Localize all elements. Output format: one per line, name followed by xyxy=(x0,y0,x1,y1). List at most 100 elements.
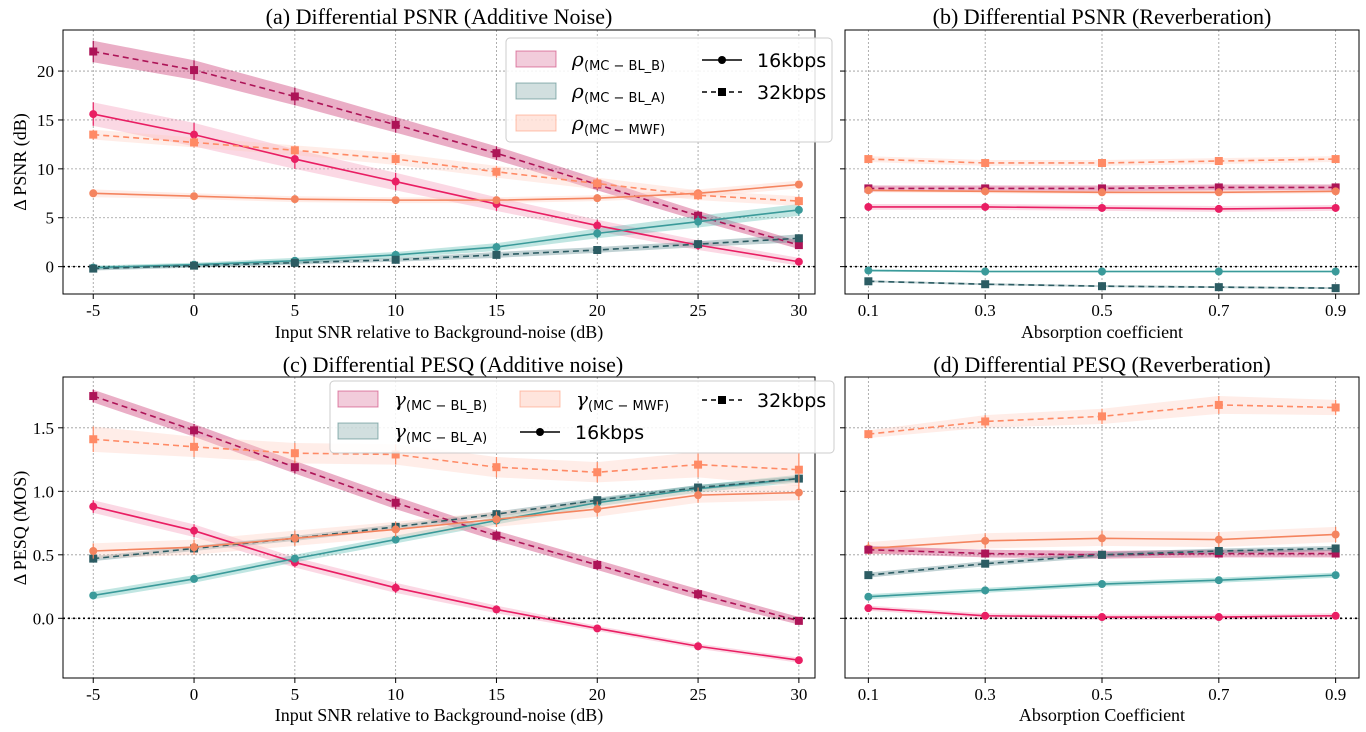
x-tick-label: 0.1 xyxy=(858,301,879,320)
point-marker xyxy=(492,250,501,259)
point-marker xyxy=(694,590,703,599)
legend-label: γ xyxy=(576,387,588,411)
series-line-MC-BL_A-16kbps xyxy=(93,477,799,597)
point-marker xyxy=(1214,546,1223,555)
point-marker xyxy=(190,261,199,270)
point-marker xyxy=(864,266,873,275)
panel-c-ylabel: Δ PESQ (MOS) xyxy=(10,471,31,586)
point-marker xyxy=(391,525,400,534)
point-marker xyxy=(1098,267,1106,276)
series-line-MC-BL_B-16kbps xyxy=(93,505,799,662)
series-line-MC-BL_A-32kbps xyxy=(93,237,799,270)
point-marker xyxy=(1214,157,1223,166)
point-marker xyxy=(1098,203,1106,212)
point-marker xyxy=(593,229,602,238)
legend-marker xyxy=(536,428,544,436)
point-marker xyxy=(864,186,873,195)
x-tick-label: 0.5 xyxy=(1091,301,1112,320)
legend-label-sub: (MC − BL_B) xyxy=(584,59,665,74)
point-marker xyxy=(290,258,299,267)
series-line-MC-MWF-16kbps xyxy=(93,491,799,552)
x-tick-label: 30 xyxy=(790,301,807,320)
point-marker xyxy=(794,180,803,189)
legend-marker xyxy=(718,396,726,404)
point-marker xyxy=(89,47,98,56)
point-marker xyxy=(593,505,602,514)
legend-label: 16kbps xyxy=(757,50,826,72)
point-marker xyxy=(89,110,98,119)
x-tick-label: -5 xyxy=(86,685,100,704)
legend-label-sub: (MC − MWF) xyxy=(588,399,669,414)
x-tick-label: 0.3 xyxy=(975,685,996,704)
point-marker xyxy=(593,624,602,633)
legend-label: 32kbps xyxy=(757,390,826,412)
x-tick-label: 15 xyxy=(488,685,505,704)
panel-a-ylabel: Δ PSNR (dB) xyxy=(10,113,31,211)
point-marker xyxy=(492,605,501,614)
point-marker xyxy=(290,146,299,155)
point-marker xyxy=(794,197,803,206)
y-tick-label: 0.0 xyxy=(33,609,54,628)
legend-label: 16kbps xyxy=(575,422,644,444)
point-marker xyxy=(1331,155,1340,164)
x-tick-label: 0.7 xyxy=(1208,685,1230,704)
point-marker xyxy=(190,442,199,451)
point-marker xyxy=(694,240,703,249)
point-marker xyxy=(190,426,199,435)
point-marker xyxy=(391,120,400,129)
point-marker xyxy=(593,560,602,569)
point-marker xyxy=(1214,188,1223,197)
point-marker xyxy=(864,202,873,211)
legend-swatch xyxy=(519,390,561,408)
point-marker xyxy=(492,531,501,540)
y-tick-label: 0 xyxy=(46,258,55,277)
legend-swatch xyxy=(515,114,557,132)
point-marker xyxy=(1331,571,1340,580)
legend-label: γ xyxy=(394,419,406,443)
panel-a-legend: ρ (MC − BL_B)ρ (MC − BL_A)ρ (MC − MWF)16kbp… xyxy=(505,37,833,143)
point-marker xyxy=(190,526,199,535)
y-tick-label: 5 xyxy=(46,209,55,228)
point-marker xyxy=(1331,267,1340,276)
point-marker xyxy=(89,591,98,600)
point-marker xyxy=(981,611,990,620)
legend-label-sub: (MC − BL_A) xyxy=(584,91,665,106)
legend-swatch xyxy=(515,50,557,68)
panel-b-xlabel: Absorption coefficient xyxy=(1021,322,1183,342)
legend-label-sub: (MC − BL_A) xyxy=(406,431,487,446)
point-marker xyxy=(794,257,803,266)
point-marker xyxy=(794,465,803,474)
point-marker xyxy=(1331,544,1340,553)
series-line-MC-BL_B-32kbps xyxy=(92,395,800,622)
point-marker xyxy=(1331,611,1340,620)
y-tick-label: 15 xyxy=(37,111,54,130)
point-marker xyxy=(1214,183,1223,192)
point-marker xyxy=(89,502,98,511)
point-marker xyxy=(1331,403,1340,412)
point-marker xyxy=(492,196,501,205)
point-marker xyxy=(190,130,199,139)
series-line-MC-MWF-32kbps xyxy=(93,133,799,202)
legend-marker xyxy=(718,88,726,96)
x-tick-label: 5 xyxy=(291,301,300,320)
point-marker xyxy=(391,255,400,264)
point-marker xyxy=(1098,188,1106,197)
panel-a-plot xyxy=(63,30,815,294)
point-marker xyxy=(89,264,98,273)
panel-d-plot xyxy=(845,377,1359,678)
point-marker xyxy=(1214,400,1223,409)
panel-c-xlabel: Input SNR relative to Background-noise (… xyxy=(275,705,603,726)
point-marker xyxy=(864,545,873,554)
legend-label: ρ xyxy=(571,47,584,71)
point-marker xyxy=(290,195,299,204)
point-marker xyxy=(290,449,299,458)
y-tick-label: 10 xyxy=(37,160,54,179)
point-marker xyxy=(89,189,98,198)
legend-label: γ xyxy=(394,387,406,411)
panel-d-xlabel: Absorption Coefficient xyxy=(1019,705,1185,725)
x-tick-label: 0.7 xyxy=(1208,301,1230,320)
point-marker xyxy=(593,496,602,505)
point-marker xyxy=(1214,267,1223,276)
series-line-MC-MWF-32kbps xyxy=(93,438,799,474)
point-marker xyxy=(492,463,501,472)
